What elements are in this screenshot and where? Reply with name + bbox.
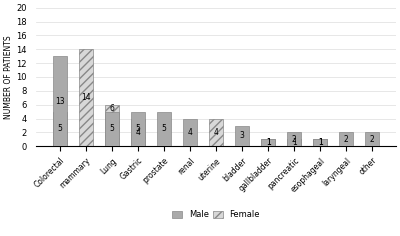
Bar [287, 139, 301, 146]
Text: 5: 5 [162, 124, 166, 134]
Text: 4: 4 [188, 128, 192, 137]
Y-axis label: NUMBER OF PATIENTS: NUMBER OF PATIENTS [4, 35, 13, 119]
Text: 1: 1 [266, 138, 270, 147]
Bar [287, 132, 301, 146]
Text: 5: 5 [110, 124, 114, 134]
Text: 1: 1 [292, 138, 296, 147]
Bar [131, 112, 145, 146]
Text: 14: 14 [81, 93, 91, 102]
Bar [131, 118, 145, 146]
Text: 5: 5 [136, 124, 140, 134]
Bar [157, 112, 171, 146]
Text: 3: 3 [240, 131, 244, 140]
Bar [79, 49, 93, 146]
Bar [261, 139, 275, 146]
Bar [53, 56, 67, 146]
Bar [235, 126, 249, 146]
Text: 1: 1 [318, 138, 323, 147]
Bar [105, 105, 119, 146]
Text: 1: 1 [266, 138, 270, 147]
Text: 6: 6 [110, 104, 114, 113]
Bar [365, 132, 380, 146]
Bar [313, 139, 328, 146]
Text: 13: 13 [55, 97, 65, 106]
Bar [339, 132, 354, 146]
Text: 4: 4 [214, 128, 218, 137]
Bar [105, 112, 119, 146]
Text: 2: 2 [370, 135, 375, 144]
Text: 5: 5 [57, 124, 62, 134]
Text: 2: 2 [344, 135, 349, 144]
Text: 1: 1 [318, 138, 323, 147]
Legend: Male, Female: Male, Female [169, 207, 263, 223]
Bar [53, 112, 67, 146]
Bar [261, 139, 275, 146]
Text: 2: 2 [292, 135, 296, 144]
Bar [183, 118, 197, 146]
Text: 4: 4 [136, 128, 140, 137]
Bar [209, 118, 223, 146]
Bar [313, 139, 328, 146]
